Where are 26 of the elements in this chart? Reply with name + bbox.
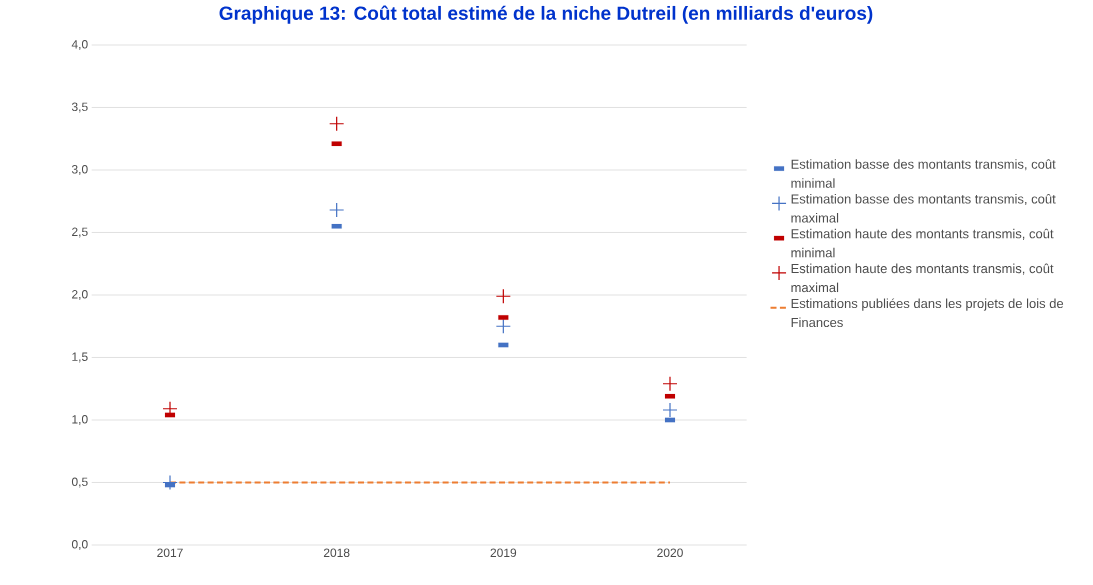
x-tick-label: 2020 — [657, 548, 683, 558]
point — [329, 116, 345, 132]
y-tick-label: 1,0 — [72, 415, 88, 425]
x-tick-label: 2017 — [157, 548, 183, 558]
legend-label: Estimation basse des montants transmis, coût minimal — [791, 159, 1056, 188]
y-tick-label: 1,5 — [72, 352, 88, 363]
legend-label: Estimation haute des montants transmis, coût minimal — [791, 228, 1054, 258]
y-tick-label: 3,5 — [71, 102, 88, 113]
y-tick-label: 2,5 — [72, 227, 88, 238]
point — [162, 474, 178, 491]
point — [662, 402, 678, 418]
point — [495, 288, 511, 304]
y-tick-label: 2,0 — [72, 290, 88, 300]
legend-label: Estimation basse des montants transmis, coût maximal — [791, 193, 1056, 223]
legend-label: Estimations publiées dans les projets de lois de Finances — [791, 298, 1064, 328]
x-tick-label: 2018 — [323, 548, 350, 558]
y-tick-label: 0,0 — [71, 540, 88, 550]
y-tick-label: 0,5 — [71, 477, 88, 488]
point — [495, 318, 511, 334]
x-tick-label: 2019 — [490, 548, 517, 558]
y-tick-label: 3,0 — [71, 165, 88, 175]
point — [329, 202, 345, 218]
chart-title: Graphique 13: Coût total estimé de la niche Dutreil (en milliards d'euros) — [219, 5, 873, 24]
point — [662, 376, 678, 392]
legend-label: Estimation haute des montants transmis, coût maximal — [791, 263, 1054, 293]
y-tick-label: 4,0 — [71, 40, 88, 50]
